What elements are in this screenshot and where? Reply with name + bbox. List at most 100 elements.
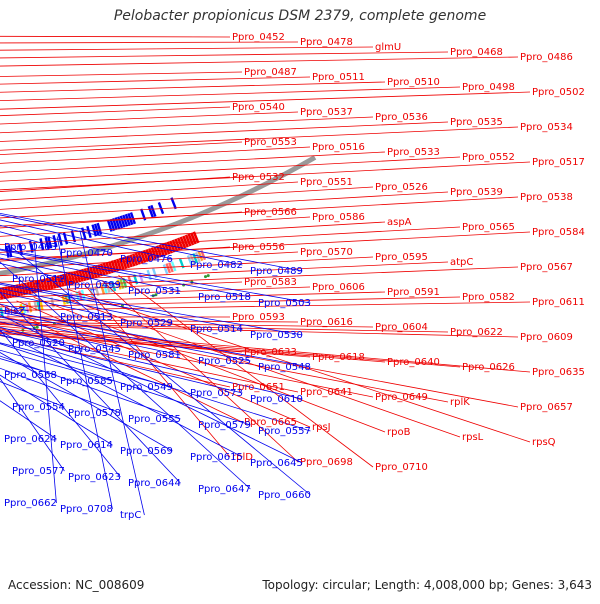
reverse-gene-label: Ppro_0529 xyxy=(120,318,173,329)
reverse-gene-label: Ppro_0518 xyxy=(198,292,251,303)
forward-gene-label: Ppro_0539 xyxy=(450,187,503,198)
marker-dot xyxy=(36,326,39,329)
forward-gene-label: Ppro_0616 xyxy=(300,317,353,328)
reverse-label-leader xyxy=(0,53,242,265)
reverse-gene-label: Ppro_0557 xyxy=(258,426,311,437)
forward-gene-label: aspA xyxy=(387,217,412,228)
forward-gene-label: Ppro_0565 xyxy=(462,222,515,233)
forward-label-leader xyxy=(0,77,310,103)
forward-gene-label: Ppro_0535 xyxy=(450,117,503,128)
forward-gene-label: rpsJ xyxy=(312,422,331,433)
reverse-gene-label: Ppro_0579 xyxy=(198,420,251,431)
reverse-gene-label: hisZ xyxy=(4,306,25,317)
forward-label-leader xyxy=(0,117,373,163)
forward-gene-label: Ppro_0606 xyxy=(312,282,365,293)
reverse-gene-label: Ppro_0549 xyxy=(120,382,173,393)
reverse-gene-label: Ppro_0615 xyxy=(190,452,243,463)
reverse-gene-label: Ppro_0525 xyxy=(198,356,251,367)
accession-label: Accession: NC_008609 xyxy=(8,578,144,592)
marker-dot xyxy=(207,274,210,277)
forward-gene-label: rpsQ xyxy=(532,437,556,448)
forward-gene-label: Ppro_0698 xyxy=(300,457,353,468)
reverse-gene-label: Ppro_0548 xyxy=(258,362,311,373)
reverse-gene-label: trpC xyxy=(120,510,141,521)
reverse-gene-label: Ppro_0531 xyxy=(128,286,181,297)
forward-gene-label: Ppro_0551 xyxy=(300,177,353,188)
cog-category-block xyxy=(26,303,28,313)
reverse-gene-label: Ppro_0610 xyxy=(250,394,303,405)
reverse-gene-label: Ppro_0568 xyxy=(4,370,57,381)
forward-gene-label: Ppro_0502 xyxy=(532,87,585,98)
reverse-gene-label: Ppro_0573 xyxy=(190,388,243,399)
reverse-gene-label: Ppro_0647 xyxy=(198,484,251,495)
reverse-gene-label: Ppro_0662 xyxy=(4,498,57,509)
forward-gene-label: Ppro_0532 xyxy=(232,172,285,183)
forward-gene-label: Ppro_0498 xyxy=(462,82,515,93)
forward-gene-label: Ppro_0517 xyxy=(532,157,585,168)
reverse-gene-label: Ppro_0482 xyxy=(190,260,243,271)
reverse-gene-label: Ppro_0512 xyxy=(12,274,65,285)
forward-gene-label: Ppro_0622 xyxy=(450,327,503,338)
forward-gene-label: Ppro_0626 xyxy=(462,362,515,373)
reverse-gene-label: Ppro_0514 xyxy=(190,324,243,335)
forward-gene-label: Ppro_0468 xyxy=(450,47,503,58)
forward-gene-label: Ppro_0657 xyxy=(520,402,573,413)
forward-gene-label: Ppro_0618 xyxy=(312,352,365,363)
reverse-gene-label: Ppro_0520 xyxy=(12,338,65,349)
forward-gene-label: Ppro_0633 xyxy=(244,347,297,358)
reverse-gene-label: Ppro_0476 xyxy=(120,254,173,265)
forward-gene-label: atpC xyxy=(450,257,473,268)
forward-label-leader xyxy=(0,47,373,58)
reverse-gene-label: Ppro_0499 xyxy=(68,280,121,291)
forward-gene-label: Ppro_0556 xyxy=(232,242,285,253)
forward-gene-label: Ppro_0710 xyxy=(375,462,428,473)
forward-gene-label: Ppro_0534 xyxy=(520,122,573,133)
forward-gene-label: Ppro_0584 xyxy=(532,227,585,238)
reverse-gene-label: Ppro_0530 xyxy=(250,330,303,341)
map-title: Pelobacter propionicus DSM 2379, complet… xyxy=(0,8,600,24)
reverse-gene-label: Ppro_0470 xyxy=(60,248,113,259)
forward-gene-label: Ppro_0593 xyxy=(232,312,285,323)
reverse-gene-label: Ppro_0660 xyxy=(258,490,311,501)
forward-gene-label: Ppro_0611 xyxy=(532,297,585,308)
forward-gene-label: glmU xyxy=(375,42,401,53)
forward-gene-label: Ppro_0511 xyxy=(312,72,365,83)
reverse-gene-label: Ppro_0624 xyxy=(4,434,57,445)
forward-gene-label: Ppro_0570 xyxy=(300,247,353,258)
reverse-gene-label: Ppro_0585 xyxy=(60,376,113,387)
topology-label: Topology: circular; Length: 4,008,000 bp… xyxy=(262,578,592,592)
forward-gene-label: Ppro_0582 xyxy=(462,292,515,303)
forward-gene-label: Ppro_0641 xyxy=(300,387,353,398)
forward-label-leader xyxy=(0,107,230,144)
forward-gene-label: Ppro_0478 xyxy=(300,37,353,48)
reverse-gene-label: Ppro_0555 xyxy=(128,414,181,425)
reverse-gene-label: Ppro_0708 xyxy=(60,504,113,515)
forward-gene-label: Ppro_0553 xyxy=(244,137,297,148)
forward-gene-label: rpsL xyxy=(462,432,484,443)
reverse-label-leader xyxy=(0,38,172,259)
forward-gene-label: Ppro_0586 xyxy=(312,212,365,223)
forward-gene-label: Ppro_0566 xyxy=(244,207,297,218)
reverse-gene-label: Ppro_0581 xyxy=(128,350,181,361)
forward-gene-label: Ppro_0604 xyxy=(375,322,428,333)
forward-gene-label: Ppro_0536 xyxy=(375,112,428,123)
reverse-gene-label: Ppro_0554 xyxy=(12,402,65,413)
cog-category-block xyxy=(139,273,142,283)
forward-gene-label: Ppro_0591 xyxy=(387,287,440,298)
reverse-gene-label: Ppro_0503 xyxy=(258,298,311,309)
forward-gene-label: Ppro_0640 xyxy=(387,357,440,368)
forward-gene-label: Ppro_0537 xyxy=(300,107,353,118)
reverse-gene-label: Ppro_0577 xyxy=(12,466,65,477)
forward-gene-label: Ppro_0538 xyxy=(520,192,573,203)
reverse-gene-label: Ppro_0644 xyxy=(128,478,181,489)
forward-gene-label: Ppro_0516 xyxy=(312,142,365,153)
forward-gene-label: Ppro_0526 xyxy=(375,182,428,193)
forward-label-leader xyxy=(0,52,448,69)
forward-gene-label: Ppro_0487 xyxy=(244,67,297,78)
forward-gene-label: Ppro_0635 xyxy=(532,367,585,378)
forward-gene-label: Ppro_0552 xyxy=(462,152,515,163)
forward-gene-label: Ppro_0649 xyxy=(375,392,428,403)
reverse-gene-arrow xyxy=(87,226,90,238)
